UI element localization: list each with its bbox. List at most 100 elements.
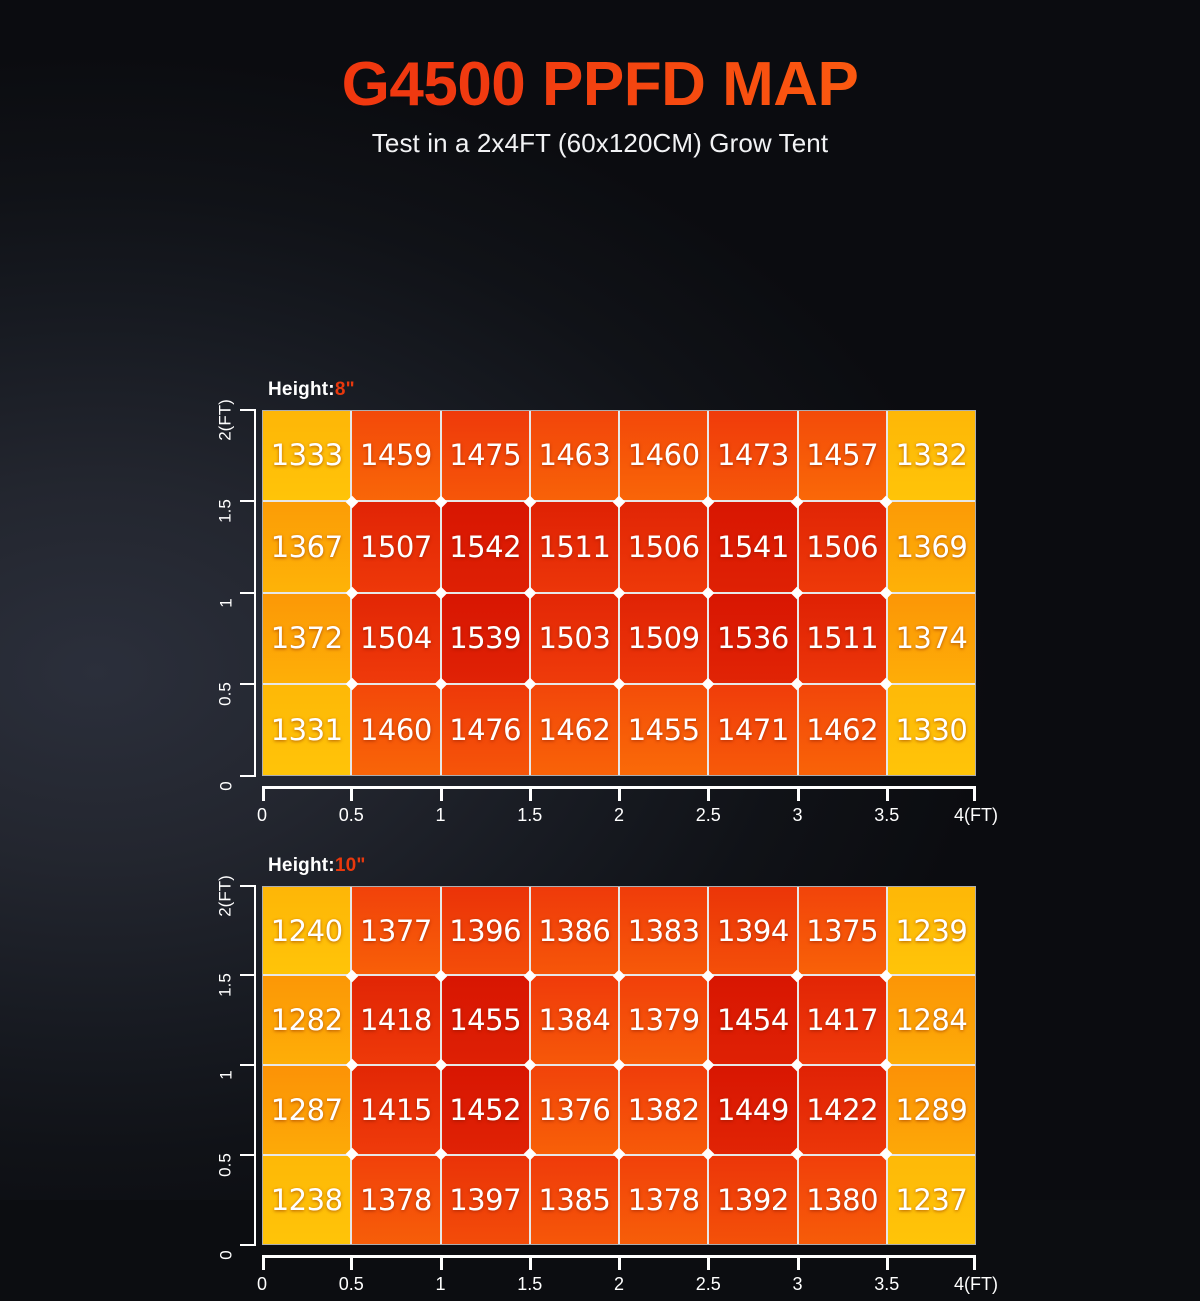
heatmap-cell-value: 1507 [359, 529, 432, 564]
heatmap-cell: 1462 [798, 685, 886, 775]
heatmap-cell: 1503 [530, 593, 618, 684]
x-axis-tick-label: 1.5 [517, 1273, 543, 1294]
heatmap-cell: 1239 [887, 886, 975, 975]
y-axis-tick-label: 1.5 [216, 973, 235, 998]
heatmap-cell: 1287 [263, 1066, 351, 1154]
heatmap-cell-value: 1503 [538, 621, 611, 656]
heatmap-cell: 1536 [709, 593, 797, 684]
x-axis-tick-label: 3 [792, 1273, 803, 1294]
heatmap-cell-value: 1541 [716, 529, 789, 564]
x-axis-tick-label: 3 [792, 804, 803, 825]
heatmap-cell: 1506 [620, 502, 708, 592]
heatmap-cell: 1539 [441, 593, 529, 684]
heatmap-cell: 1541 [709, 502, 797, 592]
heatmap-cells: 1240 1377 1396 1386 1383 1394 1375 1239 1282 1418… [263, 886, 975, 1244]
heatmap-cell-value: 1332 [895, 438, 968, 473]
y-axis-tick-label: 0 [216, 780, 235, 791]
y-axis-tick [240, 974, 256, 977]
heatmap-cell: 1462 [530, 685, 618, 775]
heatmap-cell-value: 1422 [806, 1093, 879, 1128]
heatmap-cell-value: 1383 [627, 913, 700, 948]
heatmap-cell-value: 1386 [538, 913, 611, 948]
heatmap-cell-value: 1333 [270, 438, 343, 473]
heatmap-cell: 1452 [441, 1066, 529, 1154]
y-axis-tick [240, 683, 256, 686]
heatmap-cell-value: 1240 [270, 913, 343, 948]
y-axis-tick [240, 500, 256, 503]
height-label: Height:8" [268, 379, 355, 401]
height-label-value: 10" [334, 854, 366, 876]
y-axis: 0 0.5 1 1.5 2(FT) [204, 875, 256, 1259]
x-axis: 0 0.5 1 1.5 2 2.5 3 3.5 4(FT) [257, 785, 998, 832]
heatmap-cell-value: 1376 [538, 1093, 611, 1128]
heatmap-cell: 1417 [798, 976, 886, 1065]
heatmap-cell: 1282 [263, 976, 351, 1065]
heatmap-cell-value: 1374 [895, 621, 968, 656]
y-axis-tick-label: 2(FT) [216, 874, 235, 917]
heatmap-cell-value: 1418 [359, 1003, 432, 1038]
y-axis-tick [240, 774, 256, 777]
heatmap-cell: 1457 [798, 410, 886, 501]
x-axis-tick [885, 785, 889, 801]
heatmap-cell-value: 1459 [359, 438, 432, 473]
y-axis-tick [240, 1064, 256, 1067]
x-axis-tick-label: 0.5 [338, 1273, 364, 1294]
heatmap-cell-value: 1504 [359, 621, 432, 656]
x-axis-tick [350, 785, 354, 801]
heatmap-cell-value: 1476 [449, 712, 522, 747]
heatmap-cell-value: 1463 [538, 438, 611, 473]
page-header: G4500 PPFD MAP Test in a 2x4FT (60x120CM… [0, 0, 1200, 159]
heatmap-cell-value: 1282 [270, 1003, 343, 1038]
heatmap-cell-value: 1415 [359, 1093, 432, 1128]
heatmap-cell: 1459 [352, 410, 440, 501]
heatmap-cell: 1369 [887, 502, 975, 592]
heatmap-cell-value: 1460 [627, 438, 700, 473]
x-axis-tick [439, 1254, 443, 1270]
heatmap-cell: 1473 [709, 410, 797, 501]
y-axis-tick-label: 0 [216, 1249, 235, 1260]
heatmap-cell: 1455 [620, 685, 708, 775]
heatmap-cell: 1422 [798, 1066, 886, 1154]
heatmap-cell: 1331 [263, 685, 351, 775]
heatmap-cell: 1379 [620, 976, 708, 1065]
page-title: G4500 PPFD MAP [0, 52, 1200, 118]
heatmap-cell-value: 1449 [716, 1093, 789, 1128]
heatmap-cell-value: 1511 [538, 529, 611, 564]
heatmap-cell: 1384 [530, 976, 618, 1065]
x-axis-tick [973, 1254, 976, 1270]
x-axis-tick-label: 3.5 [874, 1273, 900, 1294]
x-axis-tick-label: 1 [435, 1273, 446, 1294]
y-axis-tick [240, 408, 256, 411]
y-axis-tick-label: 2(FT) [216, 398, 235, 441]
y-axis-tick-label: 0.5 [216, 682, 235, 707]
x-axis-tick [262, 785, 265, 801]
heatmap-cell-value: 1372 [270, 621, 343, 656]
heatmap-cell: 1460 [352, 685, 440, 775]
y-axis-tick [240, 1153, 256, 1156]
x-axis-tick [528, 1254, 532, 1270]
x-axis-tick-label: 0 [256, 1273, 268, 1294]
heatmap-cell-value: 1452 [449, 1093, 522, 1128]
heatmap-cell-value: 1239 [895, 913, 968, 948]
y-axis-tick-label: 0.5 [216, 1153, 235, 1177]
heatmap-cell-value: 1509 [627, 621, 700, 656]
heatmap-cell: 1386 [530, 886, 618, 975]
heatmap-cell: 1284 [887, 976, 975, 1065]
heatmap-cell: 1511 [798, 593, 886, 684]
y-axis-tick-label: 1 [216, 597, 235, 608]
heatmap-cell: 1460 [620, 410, 708, 501]
heatmap-cell: 1471 [709, 685, 797, 775]
heatmap-cell-value: 1539 [449, 621, 522, 656]
x-axis-tick-label: 0 [256, 804, 268, 825]
heatmap-cell: 1509 [620, 593, 708, 684]
x-axis-tick-label: 2.5 [695, 1273, 721, 1294]
heatmap-cell: 1454 [709, 976, 797, 1065]
page-subtitle: Test in a 2x4FT (60x120CM) Grow Tent [371, 127, 829, 158]
ppfd-heatmap-grid: 1240 1377 1396 1386 1383 1394 1375 1239 1282 1418… [262, 885, 976, 1245]
x-axis-tick [707, 1254, 711, 1270]
heatmap-cell-value: 1455 [627, 712, 700, 747]
heatmap-cell-value: 1462 [538, 712, 611, 747]
heatmap-cell-value: 1542 [449, 529, 522, 564]
heatmap-cell: 1374 [887, 593, 975, 684]
